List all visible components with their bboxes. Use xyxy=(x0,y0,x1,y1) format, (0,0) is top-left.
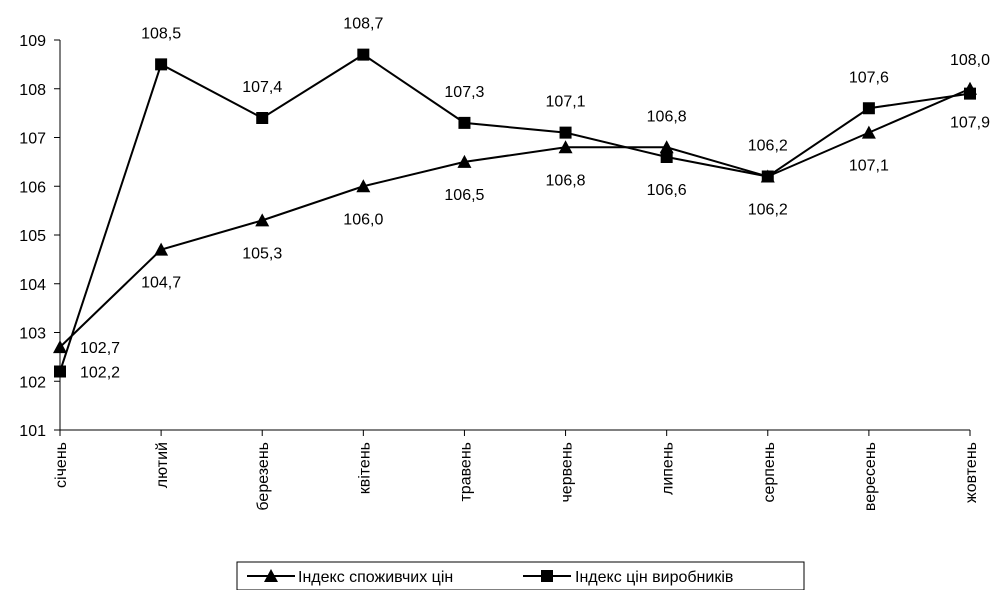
ppi-point-marker xyxy=(560,127,572,139)
ppi-point-marker xyxy=(357,49,369,61)
cpi-data-label: 106,8 xyxy=(546,172,586,189)
cpi-data-label: 106,0 xyxy=(343,211,383,228)
ppi-point-marker xyxy=(863,102,875,114)
y-tick-label: 107 xyxy=(19,131,46,148)
ppi-point-marker xyxy=(661,151,673,163)
x-tick-label: квітень xyxy=(356,442,373,494)
ppi-point-marker xyxy=(964,88,976,100)
ppi-point-marker xyxy=(155,58,167,70)
series-markers xyxy=(53,49,977,378)
ppi-data-label: 107,1 xyxy=(546,94,586,111)
ppi-point-marker xyxy=(256,112,268,124)
series-lines xyxy=(60,55,970,372)
ppi-data-label: 106,6 xyxy=(647,182,687,199)
y-tick-label: 103 xyxy=(19,326,46,343)
x-axis-tick-labels: січень лютий березень квітень травень червень… xyxy=(53,442,980,511)
x-tick-label: січень xyxy=(53,442,70,488)
ppi-point-marker xyxy=(54,366,66,378)
data-labels: 102,7 104,7 105,3 106,0 106,5 106,8 106,8 106,2… xyxy=(80,16,990,382)
y-axis-tick-labels: 101 102 103 104 105 106 107 108 109 xyxy=(19,33,46,440)
legend: Індекс споживчих цін Індекс цін виробник… xyxy=(237,562,804,590)
x-tick-label: червень xyxy=(559,442,576,503)
legend-square-marker xyxy=(541,570,553,582)
cpi-data-label: 106,8 xyxy=(647,108,687,125)
cpi-data-label: 102,7 xyxy=(80,340,120,357)
x-tick-label: жовтень xyxy=(963,442,980,503)
cpi-data-label: 106,2 xyxy=(748,202,788,219)
ppi-data-label: 107,4 xyxy=(242,79,282,96)
x-tick-label: серпень xyxy=(761,442,778,503)
legend-label-ppi: Індекс цін виробників xyxy=(575,569,733,586)
chart-axes xyxy=(54,40,970,436)
y-tick-label: 106 xyxy=(19,179,46,196)
legend-label-cpi: Індекс споживчих цін xyxy=(298,569,453,586)
cpi-data-label: 108,0 xyxy=(950,52,990,69)
ppi-point-marker xyxy=(762,171,774,183)
x-tick-label: травень xyxy=(457,442,474,502)
cpi-data-label: 106,5 xyxy=(444,187,484,204)
ppi-data-label: 107,6 xyxy=(849,69,889,86)
ppi-data-label: 102,2 xyxy=(80,365,120,382)
y-tick-label: 102 xyxy=(19,374,46,391)
ppi-data-label: 106,2 xyxy=(748,138,788,155)
x-tick-label: вересень xyxy=(862,442,879,511)
ppi-data-label: 107,3 xyxy=(444,84,484,101)
cpi-data-label: 105,3 xyxy=(242,245,282,262)
ppi-point-marker xyxy=(458,117,470,129)
y-tick-label: 101 xyxy=(19,423,46,440)
series-line-ppi xyxy=(60,55,970,372)
ppi-data-label: 107,9 xyxy=(950,115,990,132)
y-tick-label: 108 xyxy=(19,82,46,99)
y-tick-label: 105 xyxy=(19,228,46,245)
x-tick-label: лютий xyxy=(154,442,171,488)
cpi-data-label: 107,1 xyxy=(849,158,889,175)
cpi-point-marker xyxy=(255,213,269,226)
ppi-data-label: 108,7 xyxy=(343,16,383,33)
cpi-point-marker xyxy=(862,126,876,139)
y-tick-label: 109 xyxy=(19,33,46,50)
x-tick-label: березень xyxy=(255,442,272,511)
ppi-data-label: 108,5 xyxy=(141,25,181,42)
x-tick-label: липень xyxy=(660,442,677,495)
y-tick-label: 104 xyxy=(19,277,46,294)
cpi-data-label: 104,7 xyxy=(141,275,181,292)
